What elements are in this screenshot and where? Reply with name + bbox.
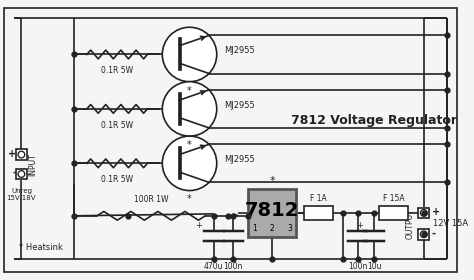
Text: *: * — [269, 176, 275, 186]
FancyBboxPatch shape — [248, 189, 296, 237]
Text: 7812: 7812 — [245, 201, 300, 220]
Text: Unreg
15V-18V: Unreg 15V-18V — [7, 188, 36, 201]
Text: * Heatsink: * Heatsink — [19, 243, 64, 252]
Bar — [304, 206, 333, 220]
Text: +: + — [9, 149, 17, 158]
Text: MJ2955: MJ2955 — [225, 46, 255, 55]
Text: 0.1R 5W: 0.1R 5W — [101, 175, 133, 184]
Text: INPUT: INPUT — [28, 153, 37, 176]
Circle shape — [162, 27, 217, 82]
Text: MJ2955: MJ2955 — [225, 155, 255, 164]
Bar — [16, 169, 27, 179]
Bar — [16, 149, 27, 160]
Text: 7812 Voltage Regulator: 7812 Voltage Regulator — [291, 114, 457, 127]
Text: MJ2955: MJ2955 — [225, 101, 255, 109]
Text: 0.1R 5W: 0.1R 5W — [101, 121, 133, 130]
Text: -: - — [431, 228, 436, 238]
Text: OUTPUT: OUTPUT — [406, 208, 415, 239]
Bar — [419, 207, 429, 218]
Bar — [419, 229, 429, 240]
Text: +: + — [431, 207, 440, 217]
Text: F 1A: F 1A — [310, 194, 327, 203]
Text: *: * — [187, 140, 192, 150]
Text: +: + — [195, 221, 202, 230]
Text: 10u: 10u — [367, 262, 382, 272]
Text: F 15A: F 15A — [383, 194, 404, 203]
Text: 470u: 470u — [204, 262, 224, 272]
Text: 100n: 100n — [348, 262, 367, 272]
Text: *: * — [187, 86, 192, 95]
Text: 12V 15A: 12V 15A — [433, 219, 468, 228]
Text: 3: 3 — [288, 224, 292, 233]
Circle shape — [162, 82, 217, 136]
Bar — [379, 206, 408, 220]
Text: 2: 2 — [270, 224, 274, 233]
Text: +: + — [356, 221, 363, 230]
Text: 100R 1W: 100R 1W — [134, 195, 168, 204]
Text: 0.1R 5W: 0.1R 5W — [101, 66, 133, 75]
Text: 1: 1 — [252, 224, 256, 233]
Text: 100n: 100n — [224, 262, 243, 272]
Circle shape — [162, 136, 217, 191]
Text: *: * — [187, 194, 192, 204]
Text: -: - — [12, 168, 17, 178]
